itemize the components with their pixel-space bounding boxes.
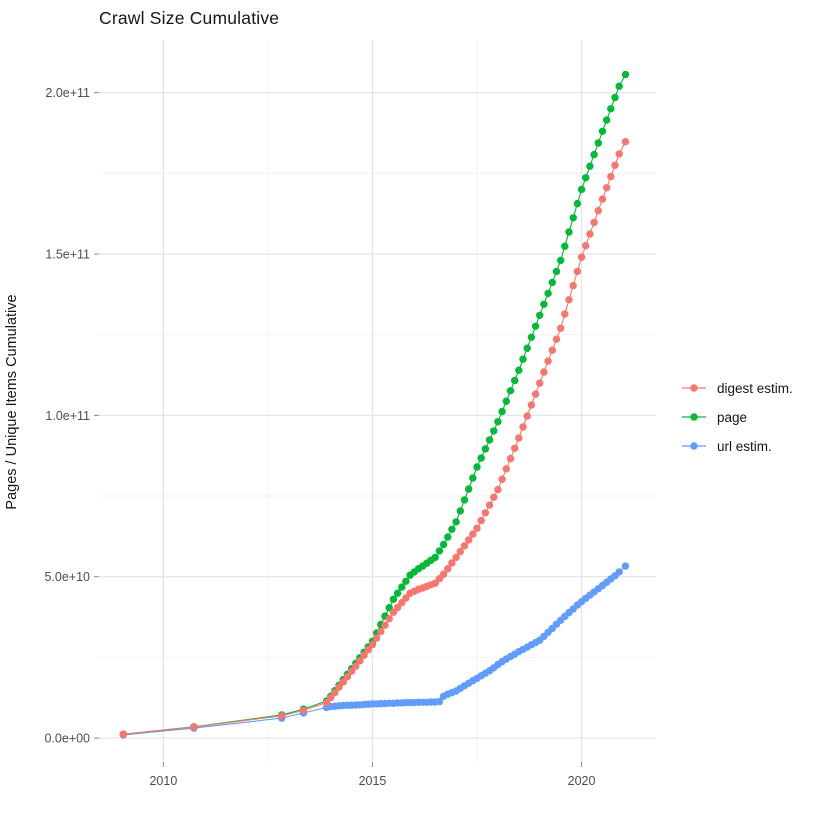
y-tick-label-1.5e+11: 1.5e+11: [45, 247, 90, 261]
x-tick-label-2020: 2020: [568, 774, 596, 788]
legend-key-url-estim-icon: [682, 442, 706, 450]
x-tick-label-2010: 2010: [149, 774, 177, 788]
legend-item-digest-estim: digest estim.: [681, 378, 793, 398]
y-tick-label-5.0e+10: 5.0e+10: [44, 570, 90, 584]
series-url-estim-line: [123, 565, 626, 736]
legend-label-url-estim: url estim.: [717, 438, 772, 454]
legend-key-digest-estim-icon: [682, 384, 706, 392]
legend: digest estim. page url estim.: [681, 378, 793, 456]
x-tick-label-2015: 2015: [359, 774, 387, 788]
y-tick-label-1.0e+11: 1.0e+11: [45, 409, 90, 423]
legend-label-digest-estim: digest estim.: [717, 380, 793, 396]
legend-item-page: page: [681, 407, 793, 427]
legend-key-dot: [690, 384, 698, 392]
legend-key-page-icon: [682, 413, 706, 421]
legend-key-dot: [690, 413, 698, 421]
y-tick-label-0.0e+00: 0.0e+00: [44, 732, 90, 746]
chart-title: Crawl Size Cumulative: [99, 8, 280, 28]
series-digest-estim-points: [119, 138, 630, 738]
legend-item-url-estim: url estim.: [681, 436, 793, 456]
legend-key-dot: [690, 442, 698, 450]
y-tick-label-2.0e+11: 2.0e+11: [45, 86, 90, 100]
series-url-estim-points: [119, 562, 630, 739]
legend-label-page: page: [717, 409, 748, 425]
